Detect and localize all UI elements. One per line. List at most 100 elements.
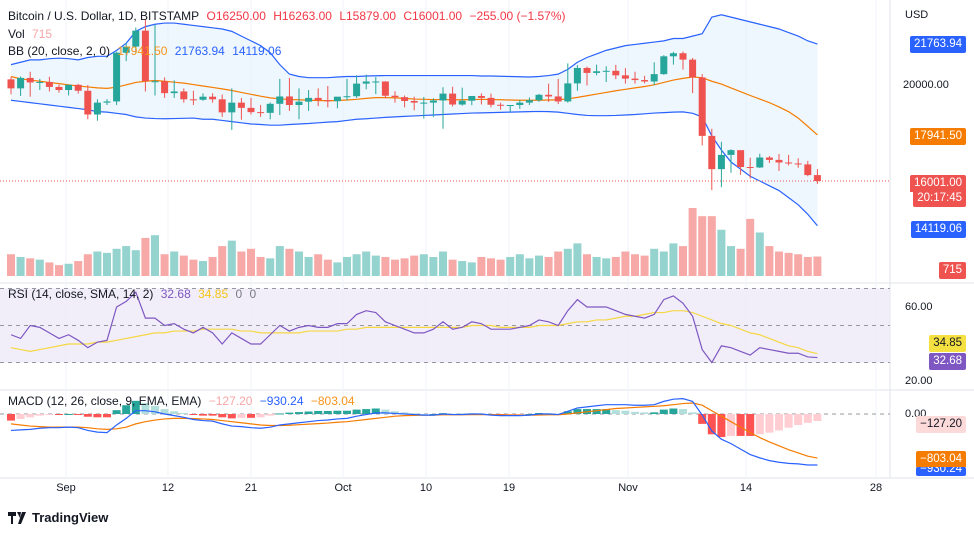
volume-bar: [247, 248, 255, 276]
volume-bar: [285, 248, 294, 276]
macd-histogram-bar: [275, 413, 284, 415]
volume-bar: [74, 261, 83, 276]
volume-bar: [391, 259, 399, 276]
candle-body: [429, 100, 437, 103]
volume-bar: [381, 256, 390, 276]
macd-histogram-bar: [7, 414, 15, 421]
volume-bar: [314, 254, 323, 276]
volume-bar: [429, 256, 438, 276]
volume-bar: [343, 256, 351, 276]
macd-hist-value: −127.20: [208, 394, 253, 408]
macd-histogram-bar: [35, 414, 44, 416]
candle-body: [180, 91, 188, 100]
volume-bar: [400, 258, 409, 276]
macd-histogram-bar: [362, 409, 371, 414]
candle-body: [660, 56, 668, 75]
macd-histogram-bar: [669, 408, 678, 414]
x-axis-label: Oct: [334, 482, 351, 494]
rsi-tick-60: 60.00: [905, 301, 933, 313]
macd-histogram-bar: [391, 411, 399, 414]
candle-body: [353, 83, 361, 97]
macd-histogram-bar: [74, 414, 83, 415]
candle-body: [708, 135, 716, 170]
candle-body: [477, 95, 485, 98]
macd-histogram-bar: [323, 410, 332, 414]
volume-bar: [583, 254, 591, 276]
rsi-tag: 32.68: [929, 353, 966, 370]
candle-body: [689, 59, 697, 78]
candle-body: [746, 167, 754, 169]
macd-histogram-bar: [83, 414, 92, 417]
candle-body: [621, 75, 629, 79]
volume-bar: [83, 254, 92, 276]
candle-body: [7, 79, 15, 89]
candle-body: [516, 102, 524, 106]
candle-body: [593, 71, 601, 73]
volume-bar: [506, 256, 515, 276]
x-axis-label: Sep: [56, 482, 76, 494]
candle-body: [36, 81, 44, 83]
candle-body: [497, 104, 505, 106]
candle-body: [17, 77, 25, 89]
volume-bar: [640, 255, 649, 276]
volume-bar: [439, 251, 447, 276]
volume-bar: [103, 252, 111, 276]
volume-bar: [371, 255, 380, 276]
bb-upper-tag: 21763.94: [910, 36, 966, 53]
candle-body: [199, 96, 207, 100]
volume-bar: [227, 240, 236, 276]
candle-body: [439, 93, 447, 101]
candle-body: [295, 101, 303, 106]
volume-bar: [131, 250, 140, 276]
candle-body: [218, 99, 226, 113]
currency-label: USD: [905, 9, 929, 21]
macd-histogram-bar: [227, 414, 236, 419]
volume-bar: [573, 243, 582, 276]
macd-histogram-bar: [727, 414, 735, 436]
volume-bar: [554, 251, 563, 276]
macd-histogram-bar: [343, 410, 351, 414]
candle-body: [775, 159, 783, 163]
macd-histogram-bar: [717, 414, 726, 438]
candle-body: [813, 175, 821, 181]
x-axis-label: 21: [245, 482, 257, 494]
macd-histogram-bar: [621, 410, 630, 414]
rsi-legend[interactable]: RSI (14, close, SMA, 14, 2) 32.68 34.85 …: [8, 287, 260, 301]
macd-histogram-bar: [775, 414, 783, 431]
volume-legend[interactable]: Vol 715: [8, 27, 56, 41]
bb-label: BB (20, close, 2, 0): [8, 44, 111, 58]
macd-histogram-bar: [131, 400, 140, 414]
candle-body: [756, 157, 764, 168]
tradingview-icon: [8, 511, 26, 524]
volume-bar: [35, 259, 44, 276]
candle-body: [26, 77, 34, 83]
volume-bar: [170, 251, 179, 276]
candle-body: [602, 70, 610, 72]
volume-bar: [362, 251, 371, 276]
candle-body: [74, 84, 82, 91]
candle-body: [305, 97, 313, 102]
macd-histogram-bar: [381, 409, 390, 414]
volume-bar: [141, 237, 150, 276]
tradingview-logo[interactable]: TradingView: [8, 510, 108, 525]
volume-bar: [813, 256, 822, 276]
rsi-label: RSI (14, close, SMA, 14, 2): [8, 287, 154, 301]
candle-body: [132, 30, 140, 47]
candle-body: [362, 81, 370, 84]
macd-histogram-bar: [698, 414, 707, 424]
bb-legend[interactable]: BB (20, close, 2, 0) 17941.50 21763.94 1…: [8, 44, 285, 58]
macd-histogram-bar: [179, 412, 188, 414]
macd-histogram-bar: [304, 411, 313, 414]
macd-legend[interactable]: MACD (12, 26, close, 9, EMA, EMA) −127.2…: [8, 394, 359, 408]
brand-name: TradingView: [32, 510, 109, 525]
volume-bar: [592, 256, 601, 276]
rsi-line: [10, 291, 818, 364]
candle-body: [737, 150, 745, 168]
candle-body: [103, 101, 111, 103]
volume-bar: [727, 246, 735, 276]
macd-histogram-bar: [26, 414, 35, 418]
volume-bar: [218, 246, 227, 276]
candle-body: [650, 74, 658, 82]
candle-body: [573, 67, 581, 84]
